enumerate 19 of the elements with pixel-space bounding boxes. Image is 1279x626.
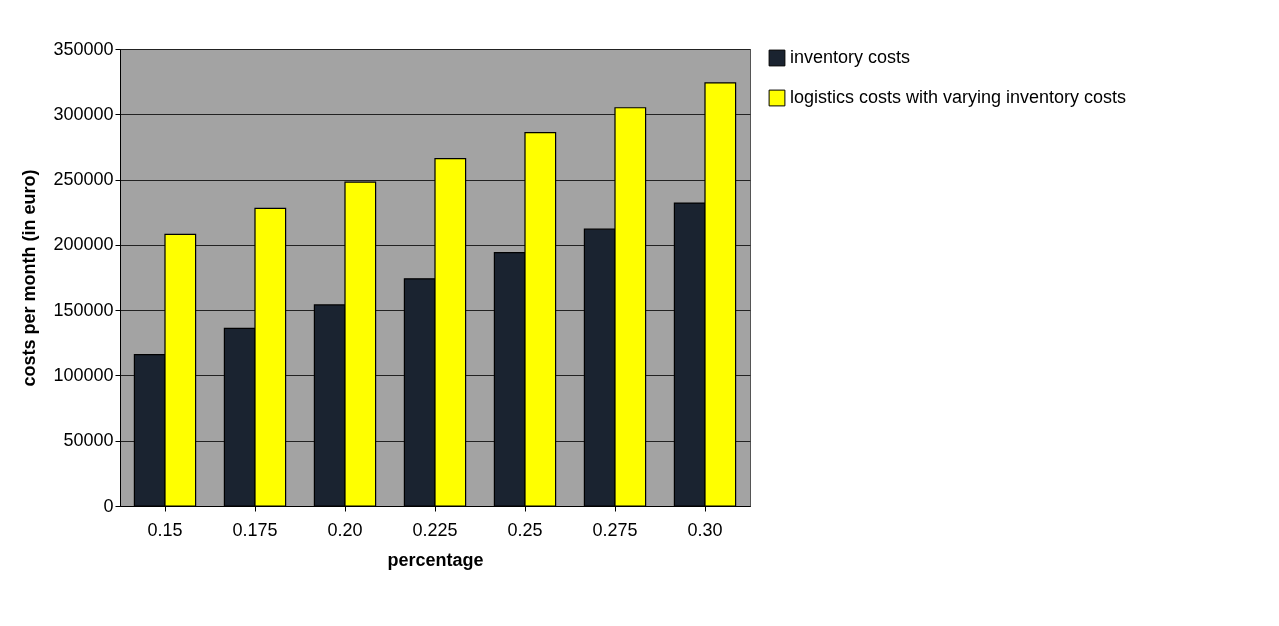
x-tick-label: 0.175 <box>232 519 278 540</box>
y-tick-label: 50000 <box>63 430 114 451</box>
x-axis-title: percentage <box>387 549 484 570</box>
y-tick-label: 300000 <box>53 103 114 124</box>
x-tick-label: 0.225 <box>412 519 458 540</box>
x-tick-label: 0.15 <box>147 519 183 540</box>
legend-label: inventory costs <box>790 47 911 67</box>
x-tick-label: 0.30 <box>687 519 723 540</box>
y-tick-label: 350000 <box>53 38 114 59</box>
y-tick-label: 150000 <box>53 299 114 320</box>
y-tick-label: 200000 <box>53 234 114 255</box>
y-tick-label: 0 <box>103 495 114 516</box>
y-tick-label: 250000 <box>53 169 114 190</box>
x-tick-label: 0.20 <box>327 519 363 540</box>
legend-label: logistics costs with varying inventory costs <box>790 87 1127 107</box>
x-tick-label: 0.25 <box>507 519 543 540</box>
y-axis-title: costs per month (in euro) <box>19 169 40 387</box>
x-tick-label: 0.275 <box>592 519 638 540</box>
y-tick-label: 100000 <box>53 364 114 385</box>
